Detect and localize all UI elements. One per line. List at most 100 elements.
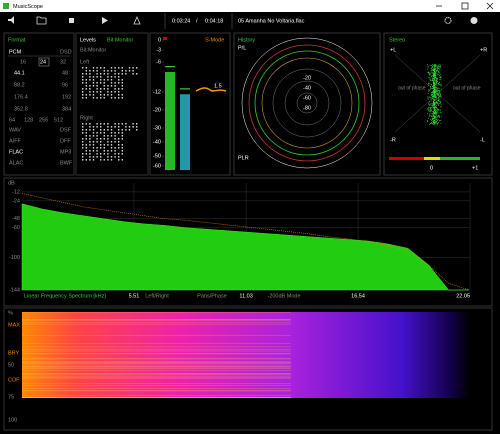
goniometer-dot: [436, 96, 438, 98]
toolbar: 0:03:24 / 0:04:18 05 Amanha No Voltaria.…: [8, 13, 478, 29]
bit-dot: [118, 147, 120, 149]
goniometer-dot: [435, 71, 437, 72]
spectrum-footer[interactable]: -200dB Mode: [267, 293, 300, 299]
bit-dot: [110, 147, 113, 149]
meter-tick-label: -6: [156, 59, 161, 65]
y-tick-label: -24: [12, 198, 20, 204]
info-button[interactable]: [470, 17, 478, 24]
bit-dot: [114, 97, 116, 99]
close[interactable]: [486, 2, 494, 10]
goniometer-dot: [435, 89, 437, 91]
goniometer-dot: [440, 84, 442, 86]
goniometer-dot: [433, 90, 435, 92]
eject-button[interactable]: [133, 15, 141, 25]
goniometer-dot: [430, 79, 432, 81]
goniometer-dot: [434, 84, 436, 86]
bit-dot: [132, 73, 134, 75]
goniometer-dot: [435, 119, 437, 121]
goniometer-dot: [436, 93, 437, 94]
goniometer-dot: [440, 83, 442, 85]
goniometer-dot: [440, 65, 441, 67]
settings-button[interactable]: [444, 16, 452, 25]
goniometer-dot: [437, 100, 439, 102]
x-tick-label: 11.03: [239, 293, 252, 299]
meter-mode[interactable]: S-Mode: [205, 37, 224, 43]
goniometer-dot: [433, 78, 434, 79]
bit-dot: [103, 79, 105, 81]
goniometer-dot: [434, 120, 436, 122]
goniometer-dot: [433, 121, 435, 122]
goniometer-dot: [433, 74, 434, 76]
bit-dot: [89, 141, 91, 143]
goniometer-dot: [435, 96, 437, 97]
goniometer-dot: [438, 71, 440, 73]
file-name: 05 Amanha No Voltaria.flac: [238, 18, 305, 24]
bit-dot: [103, 132, 105, 134]
volume-button[interactable]: [8, 16, 14, 24]
spectrogram-streak: [22, 350, 291, 352]
goniometer-dot: [433, 93, 435, 94]
goniometer-dot: [433, 84, 435, 86]
spectrum-footer[interactable]: Left/Right: [145, 293, 169, 299]
goniometer-dot: [439, 95, 440, 97]
goniometer-dot: [430, 123, 432, 125]
bit-dot: [110, 141, 113, 143]
goniometer-dot: [439, 75, 440, 77]
goniometer-dot: [427, 64, 428, 65]
goniometer-dot: [433, 81, 434, 83]
goniometer-dot: [440, 116, 442, 118]
meter-tick-label: -12: [153, 89, 161, 95]
position: 0:03:24: [172, 18, 190, 24]
goniometer-dot: [436, 101, 437, 103]
goniometer-dot: [434, 84, 435, 86]
bit-dot: [107, 159, 109, 161]
goniometer-dot: [434, 104, 436, 106]
sample-rate: 96: [62, 82, 68, 88]
bit-dot: [114, 138, 116, 140]
levels-tab[interactable]: Bit Monitor: [107, 37, 133, 43]
bit-dot: [92, 141, 95, 143]
goniometer-dot: [429, 96, 431, 98]
stereo-title: Stereo: [389, 37, 405, 43]
open-button[interactable]: [36, 16, 47, 25]
spectrogram-streak: [22, 349, 291, 350]
goniometer-dot: [436, 86, 438, 88]
bit-dot: [114, 76, 116, 78]
goniometer-dot: [438, 116, 439, 118]
goniometer-dot: [434, 111, 436, 112]
goniometer-dot: [435, 114, 437, 115]
spectrogram-streak: [22, 362, 291, 364]
goniometer-dot: [427, 108, 429, 109]
goniometer-dot: [431, 107, 433, 108]
goniometer-dot: [436, 89, 438, 90]
goniometer-dot: [433, 107, 435, 109]
play-button[interactable]: [102, 17, 108, 24]
app-icon: [3, 3, 9, 9]
goniometer-dot: [428, 71, 429, 73]
goniometer-dot: [438, 99, 440, 101]
bit-dot: [92, 85, 95, 87]
bit-dot: [110, 97, 113, 99]
goniometer-dot: [440, 111, 441, 113]
goniometer-dot: [429, 97, 431, 99]
bit-dot: [121, 147, 123, 149]
goniometer-dot: [434, 87, 436, 89]
stop-button[interactable]: [69, 18, 74, 23]
goniometer-dot: [428, 72, 430, 73]
goniometer-dot: [428, 110, 430, 112]
goniometer-dot: [434, 68, 436, 70]
goniometer-dot: [436, 72, 438, 74]
goniometer-dot: [433, 120, 435, 121]
goniometer-dot: [432, 118, 434, 120]
spectrogram-streak: [22, 363, 291, 365]
goniometer-dot: [440, 77, 442, 79]
bit-dot: [107, 126, 109, 128]
bit-dot: [118, 132, 120, 134]
bit-dot: [107, 94, 109, 96]
goniometer-dot: [427, 92, 429, 94]
goniometer-dot: [433, 97, 435, 99]
spectrum-footer[interactable]: Pans/Phase: [197, 293, 227, 299]
maximize[interactable]: [461, 2, 469, 10]
bit-dot: [89, 123, 91, 125]
spectrum-footer: Linear Frequency Spectrum [kHz]: [24, 293, 106, 299]
